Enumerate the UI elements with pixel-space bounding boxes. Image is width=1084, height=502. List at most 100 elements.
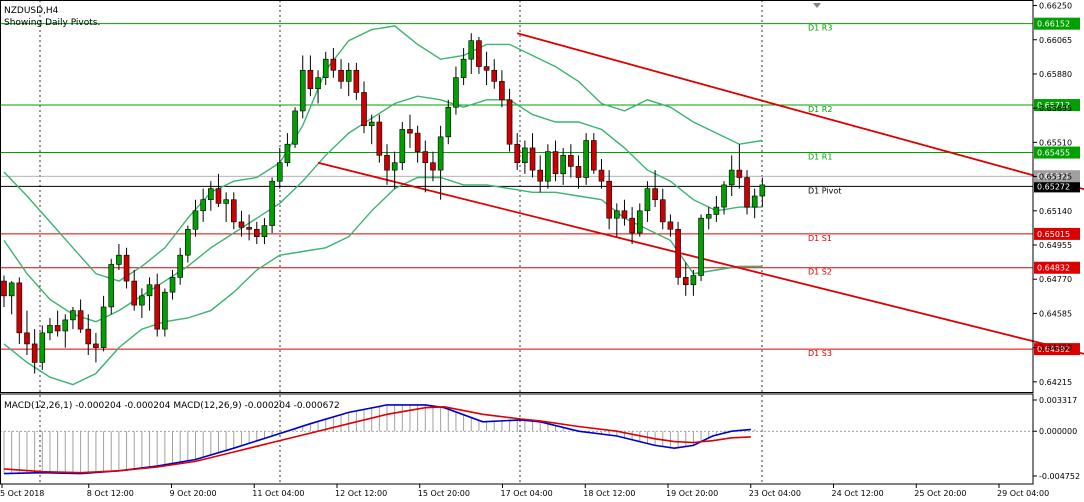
candle-body: [376, 121, 383, 156]
candle-body: [721, 184, 727, 208]
candle-body: [445, 106, 452, 138]
candle-body: [292, 110, 298, 145]
price-tag: [1034, 227, 1080, 240]
candle-body: [705, 214, 712, 219]
current-price-label: 0.65327: [1037, 172, 1070, 181]
candle-body: [537, 169, 544, 182]
y-tick-label: 0.64955: [1039, 241, 1072, 250]
candle-body: [100, 306, 107, 348]
candle-body: [644, 188, 651, 212]
candle-body: [8, 282, 15, 297]
candle-body: [430, 162, 436, 171]
main-frame: [0, 0, 1034, 393]
pivot-name: D1 R2: [808, 105, 832, 114]
candle-body: [483, 66, 490, 71]
y-tick-label: 0.65880: [1039, 70, 1072, 79]
y-tick-label: 0.66250: [1039, 2, 1072, 11]
candle-body: [231, 199, 237, 223]
current-price-tag: [1034, 170, 1080, 183]
candle-body: [93, 343, 99, 348]
candle-body: [690, 275, 697, 286]
candle-body: [491, 69, 498, 82]
candle-body: [368, 121, 375, 127]
candle-body: [759, 184, 766, 197]
candle-body: [675, 228, 681, 278]
x-tick-label: 8 Oct 12:00: [87, 489, 134, 498]
candle-body: [391, 162, 398, 171]
bollinger-upper-line: [3, 25, 763, 282]
candle-body: [215, 188, 222, 204]
candle-body: [506, 99, 513, 145]
macd-y-tick-label: 0.000000: [1039, 427, 1077, 436]
candle-body: [192, 210, 199, 230]
price-tag-label: 0.65015: [1037, 230, 1070, 239]
candle-body: [407, 129, 413, 134]
y-tick-label: 0.66065: [1039, 36, 1072, 45]
candle-body: [744, 177, 750, 208]
y-tick-label: 0.65510: [1039, 138, 1072, 147]
candle-body: [307, 69, 314, 90]
candle-body: [529, 147, 536, 171]
candle-body: [629, 217, 635, 234]
candle-body: [613, 210, 620, 219]
price-tag-label: 0.65712: [1037, 101, 1070, 110]
x-tick-label: 12 Oct 12:00: [335, 489, 387, 498]
candle-body: [70, 310, 76, 321]
candle-body: [736, 169, 743, 178]
candle-body: [169, 277, 176, 293]
candle-body: [414, 132, 421, 152]
candle-body: [476, 40, 482, 67]
candle-body: [284, 143, 291, 164]
candle-body: [269, 180, 275, 226]
candlestick-series: [1, 33, 766, 374]
candle-body: [39, 332, 46, 363]
candle-body: [322, 58, 329, 78]
candle-body: [499, 81, 505, 101]
candle-body: [751, 195, 758, 208]
candle-body: [54, 325, 61, 332]
candle-body: [315, 77, 321, 90]
candle-body: [353, 69, 360, 93]
y-tick-label: 0.65695: [1039, 104, 1072, 113]
y-tick-label: 0.64585: [1039, 309, 1072, 318]
candle-body: [552, 151, 559, 175]
candle-body: [185, 228, 191, 256]
price-tag: [1034, 261, 1080, 274]
x-tick-label: 9 Oct 20:00: [170, 489, 217, 498]
price-tag-label: 0.65455: [1037, 149, 1070, 158]
price-tag-label: 0.66152: [1037, 20, 1070, 29]
grid-layer: [39, 0, 763, 484]
pivot-name: D1 R1: [808, 153, 832, 162]
x-tick-label: 5 Oct 2018: [0, 489, 44, 498]
candle-body: [108, 264, 115, 308]
candle-body: [545, 151, 551, 182]
candle-body: [139, 295, 145, 306]
candle-body: [223, 199, 229, 204]
pivot-name: D1 S2: [808, 268, 832, 277]
candle-body: [16, 282, 23, 334]
x-tick-label: 17 Oct 04:00: [501, 489, 553, 498]
candle-body: [621, 210, 628, 219]
candle-body: [1, 280, 7, 297]
candle-body: [659, 199, 666, 223]
pivot-name: D1 S1: [808, 234, 832, 243]
price-tag: [1034, 17, 1080, 30]
candle-body: [437, 136, 444, 171]
x-tick-label: 29 Oct 04:00: [997, 489, 1049, 498]
candle-body: [246, 227, 252, 230]
scroll-marker-icon[interactable]: [813, 3, 821, 8]
candle-body: [177, 254, 183, 278]
y-tick-label: 0.64215: [1039, 378, 1072, 387]
x-tick-label: 25 Oct 20:00: [914, 489, 966, 498]
y-tick-label: 0.64770: [1039, 275, 1072, 284]
x-tick-label: 24 Oct 12:00: [832, 489, 884, 498]
macd-frame: [0, 393, 1034, 485]
candle-body: [460, 58, 467, 78]
candle-body: [154, 284, 160, 330]
candle-body: [208, 188, 214, 200]
candle-body: [261, 225, 268, 237]
candle-body: [116, 254, 122, 265]
candle-body: [62, 319, 69, 332]
